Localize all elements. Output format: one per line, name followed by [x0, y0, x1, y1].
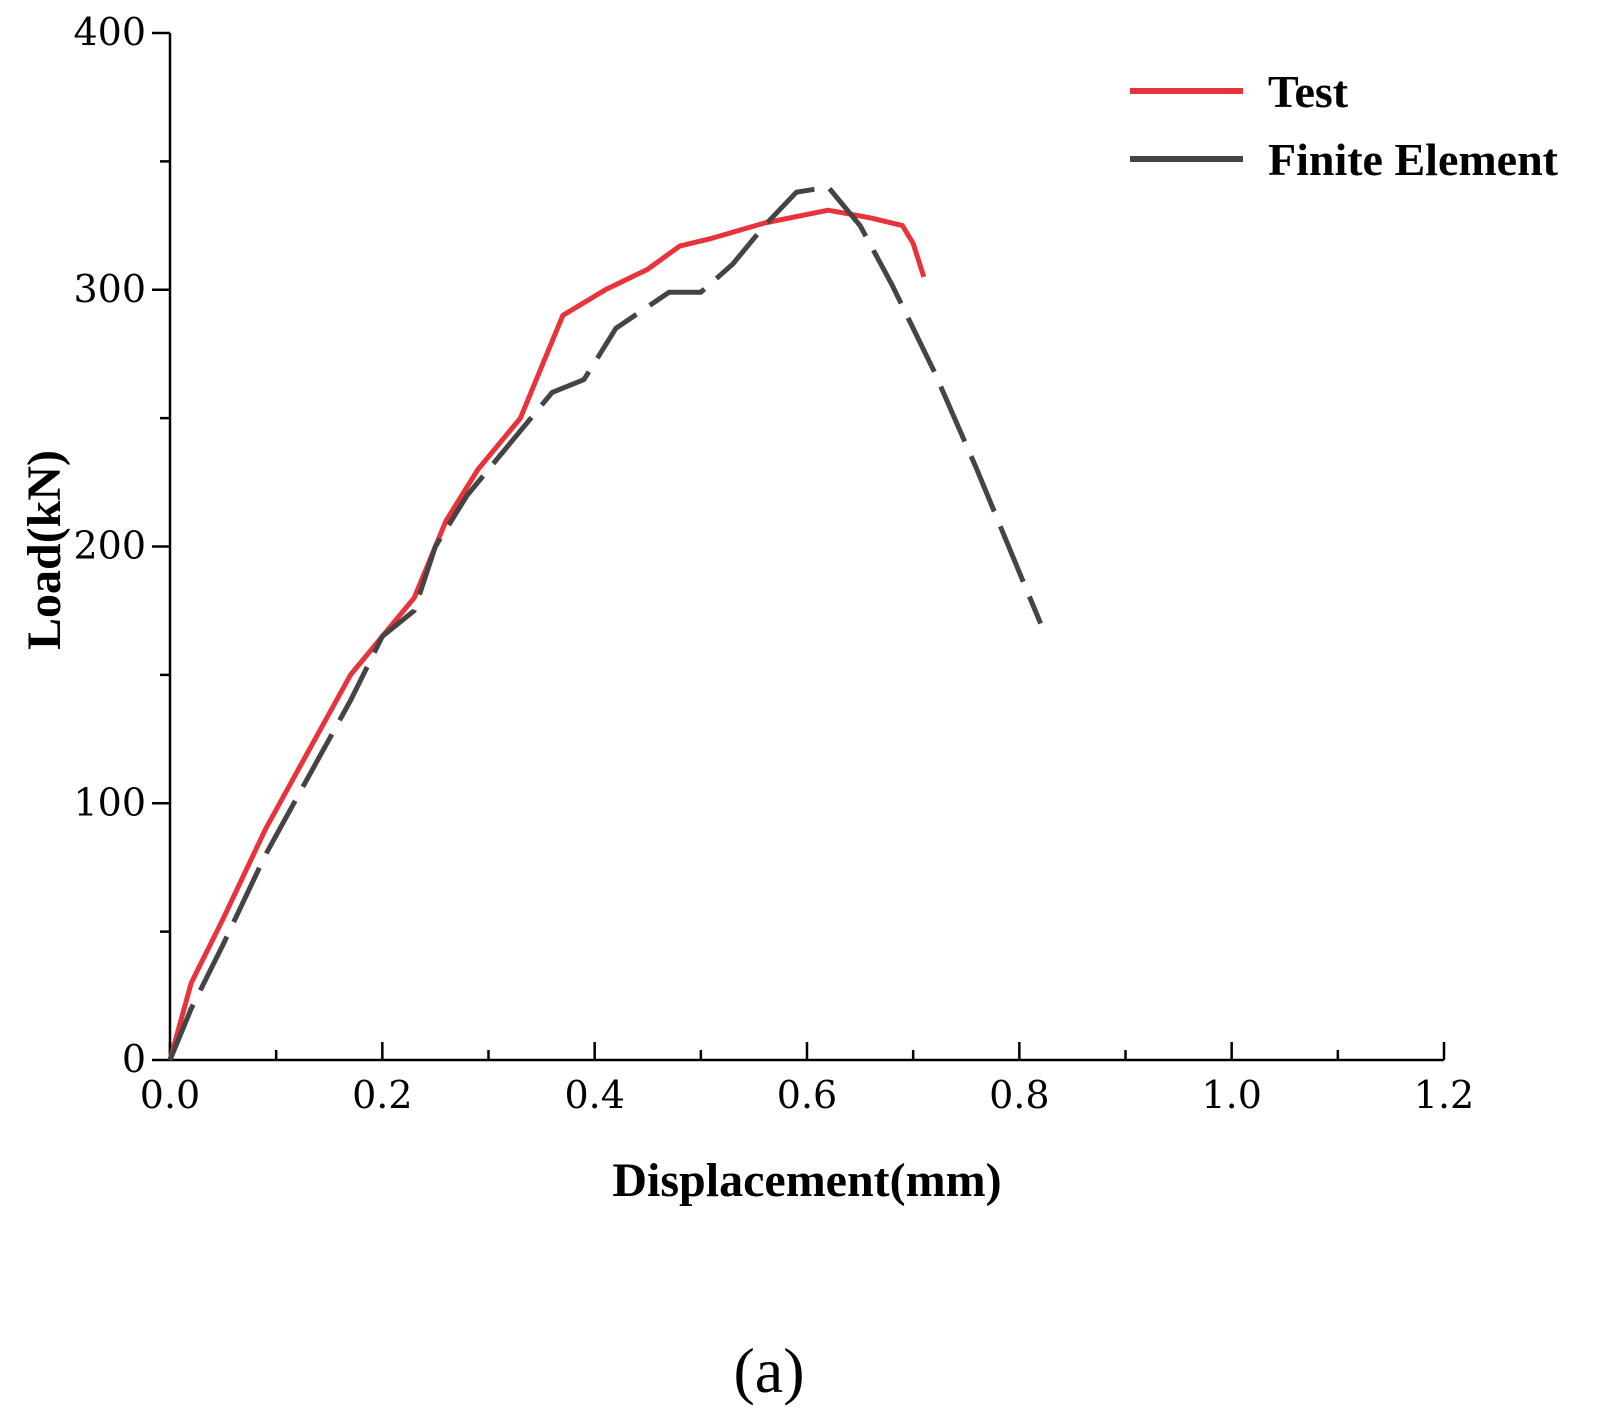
x-tick-label: 1.0 — [1201, 1073, 1261, 1117]
legend: Test Finite Element — [1130, 66, 1559, 185]
tick-labels: 0.0 0.2 0.4 0.6 0.8 1.0 1.2 0 100 200 300 400 — [73, 10, 1474, 1117]
series-lines — [167, 184, 1043, 1061]
x-tick-label: 0.6 — [777, 1073, 837, 1117]
x-tick-label: 0.0 — [140, 1073, 200, 1117]
legend-label-finite-element: Finite Element — [1268, 134, 1559, 185]
x-tick-label: 0.8 — [989, 1073, 1049, 1117]
y-tick-label: 300 — [73, 267, 146, 311]
x-tick-label: 1.2 — [1414, 1073, 1474, 1117]
y-tick-label: 0 — [122, 1037, 146, 1081]
x-tick-label: 0.4 — [564, 1073, 624, 1117]
y-tick-label: 100 — [73, 780, 146, 824]
x-tick-label: 0.2 — [352, 1073, 412, 1117]
y-axis-title: Load(kN) — [18, 450, 71, 650]
y-tick-label: 400 — [73, 10, 146, 54]
ticks — [152, 31, 1446, 1062]
series-line-finite-element — [167, 184, 1043, 1061]
figure-caption: (a) — [733, 1335, 804, 1406]
axes — [168, 33, 1444, 1062]
y-tick-label: 200 — [73, 524, 146, 568]
legend-label-test: Test — [1268, 66, 1349, 117]
x-axis-title: Displacement(mm) — [612, 1154, 1001, 1207]
series-line-test — [167, 207, 927, 1061]
